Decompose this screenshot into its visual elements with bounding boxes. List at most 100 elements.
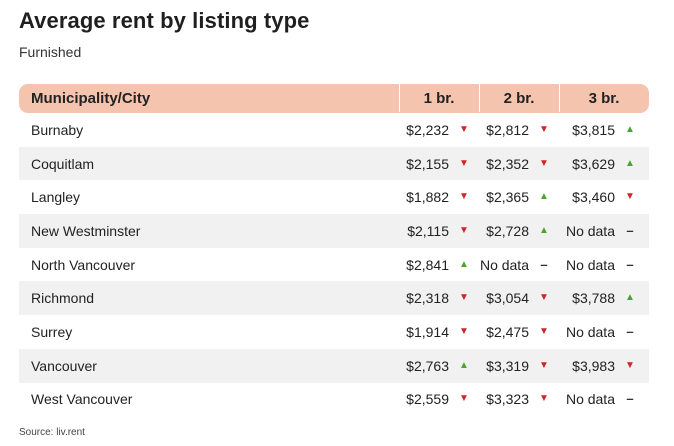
table-header: Municipality/City 1 br. 2 br. 3 br.	[19, 84, 649, 113]
table-row: Vancouver $2,763 ▲ $3,319 ▼ $3,983 ▼	[19, 348, 649, 383]
rent-cell-2br: $3,319 ▼	[479, 358, 559, 374]
rent-cell-3br: $3,460 ▼	[559, 189, 649, 205]
city-name: North Vancouver	[31, 256, 136, 273]
rent-value: $3,983	[572, 357, 615, 374]
rent-cell-2br: $3,054 ▼	[479, 290, 559, 306]
trend-down-icon: ▼	[625, 191, 635, 203]
rent-cell-1br: $2,155 ▼	[399, 156, 479, 172]
city-name: Surrey	[31, 323, 73, 340]
rent-value: $3,323	[486, 391, 529, 408]
rent-value: $3,788	[572, 290, 615, 307]
trend-down-icon: ▼	[459, 157, 469, 169]
rent-value: $3,629	[572, 155, 615, 172]
rent-cell-2br: $2,352 ▼	[479, 156, 559, 172]
rent-cell-3br: No data –	[559, 324, 649, 340]
rent-value: $3,815	[572, 121, 615, 138]
rent-value: $2,155	[406, 155, 449, 172]
trend-down-icon: ▼	[459, 292, 469, 304]
header-1br: 1 br.	[399, 84, 479, 112]
trend-up-icon: ▲	[459, 258, 469, 270]
table-row: Surrey $1,914 ▼ $2,475 ▼ No data –	[19, 315, 649, 349]
city-name: Richmond	[31, 290, 95, 307]
trend-up-icon: ▲	[625, 292, 635, 304]
header-2br: 2 br.	[479, 84, 559, 112]
rent-value: $2,728	[486, 222, 529, 239]
rent-value: $3,054	[486, 290, 529, 307]
trend-up-icon: ▲	[539, 224, 549, 236]
rent-cell-2br: $2,475 ▼	[479, 324, 559, 340]
trend-down-icon: ▼	[539, 393, 549, 405]
rent-value: No data	[565, 391, 615, 408]
rent-cell-1br: $1,882 ▼	[399, 189, 479, 205]
rent-cell-1br: $1,914 ▼	[399, 324, 479, 340]
rent-cell-1br: $2,841 ▲	[399, 257, 479, 273]
rent-value: $2,475	[486, 323, 529, 340]
no-trend-dash-icon: –	[626, 222, 634, 238]
chart-subtitle: Furnished	[19, 44, 82, 60]
trend-down-icon: ▼	[459, 191, 469, 203]
table-row: West Vancouver $2,559 ▼ $3,323 ▼ No data –	[19, 383, 649, 417]
table-row: North Vancouver $2,841 ▲ No data – No data –	[19, 248, 649, 282]
rent-value: No data	[565, 222, 615, 239]
rent-cell-1br: $2,763 ▲	[399, 358, 479, 374]
rent-table: Municipality/City 1 br. 2 br. 3 br. Burn…	[19, 84, 649, 416]
rent-value: $2,318	[406, 290, 449, 307]
no-trend-dash-icon: –	[626, 256, 634, 272]
rent-value: $2,841	[406, 256, 449, 273]
rent-value: $2,115	[407, 222, 449, 239]
city-name: Langley	[31, 189, 81, 206]
rent-cell-2br: No data –	[479, 257, 559, 273]
trend-down-icon: ▼	[539, 359, 549, 371]
trend-down-icon: ▼	[459, 325, 469, 337]
rent-cell-3br: No data –	[559, 391, 649, 407]
rent-cell-3br: No data –	[559, 257, 649, 273]
rent-value: $2,232	[406, 121, 449, 138]
table-row: Richmond $2,318 ▼ $3,054 ▼ $3,788 ▲	[19, 281, 649, 316]
trend-down-icon: ▼	[459, 393, 469, 405]
rent-value: $2,559	[406, 391, 449, 408]
rent-cell-1br: $2,318 ▼	[399, 290, 479, 306]
trend-down-icon: ▼	[459, 123, 469, 135]
city-name: New Westminster	[31, 222, 141, 239]
rent-value: $3,319	[486, 357, 529, 374]
header-municipality: Municipality/City	[31, 90, 151, 107]
table-row: Coquitlam $2,155 ▼ $2,352 ▼ $3,629 ▲	[19, 146, 649, 181]
rent-cell-1br: $2,232 ▼	[399, 122, 479, 138]
rent-cell-3br: $3,629 ▲	[559, 156, 649, 172]
rent-value: $2,365	[486, 189, 529, 206]
no-trend-dash-icon: –	[540, 256, 548, 272]
trend-down-icon: ▼	[539, 123, 549, 135]
city-name: Burnaby	[31, 121, 84, 138]
rent-value: No data	[565, 256, 615, 273]
rent-cell-2br: $2,728 ▲	[479, 223, 559, 239]
table-row: Langley $1,882 ▼ $2,365 ▲ $3,460 ▼	[19, 180, 649, 214]
rent-cell-1br: $2,115 ▼	[399, 223, 479, 239]
rent-cell-3br: $3,815 ▲	[559, 122, 649, 138]
rent-cell-2br: $3,323 ▼	[479, 391, 559, 407]
rent-cell-2br: $2,812 ▼	[479, 122, 559, 138]
rent-cell-1br: $2,559 ▼	[399, 391, 479, 407]
city-name: Coquitlam	[31, 155, 95, 172]
rent-value: No data	[479, 256, 529, 273]
trend-up-icon: ▲	[625, 123, 635, 135]
rent-cell-2br: $2,365 ▲	[479, 189, 559, 205]
city-name: Vancouver	[31, 357, 97, 374]
trend-up-icon: ▲	[459, 359, 469, 371]
rent-value: $1,882	[406, 189, 449, 206]
rent-value: $3,460	[572, 189, 615, 206]
trend-up-icon: ▲	[539, 191, 549, 203]
rent-cell-3br: $3,983 ▼	[559, 358, 649, 374]
trend-down-icon: ▼	[539, 325, 549, 337]
trend-down-icon: ▼	[459, 224, 469, 236]
no-trend-dash-icon: –	[626, 323, 634, 339]
rent-value: $2,763	[406, 357, 449, 374]
chart-title: Average rent by listing type	[19, 8, 310, 33]
trend-down-icon: ▼	[539, 292, 549, 304]
rent-value: $2,352	[486, 155, 529, 172]
rent-value: $1,914	[406, 323, 449, 340]
trend-up-icon: ▲	[625, 157, 635, 169]
table-row: New Westminster $2,115 ▼ $2,728 ▲ No data –	[19, 214, 649, 248]
rent-value: No data	[565, 323, 615, 340]
trend-down-icon: ▼	[625, 359, 635, 371]
rent-value: $2,812	[486, 121, 529, 138]
